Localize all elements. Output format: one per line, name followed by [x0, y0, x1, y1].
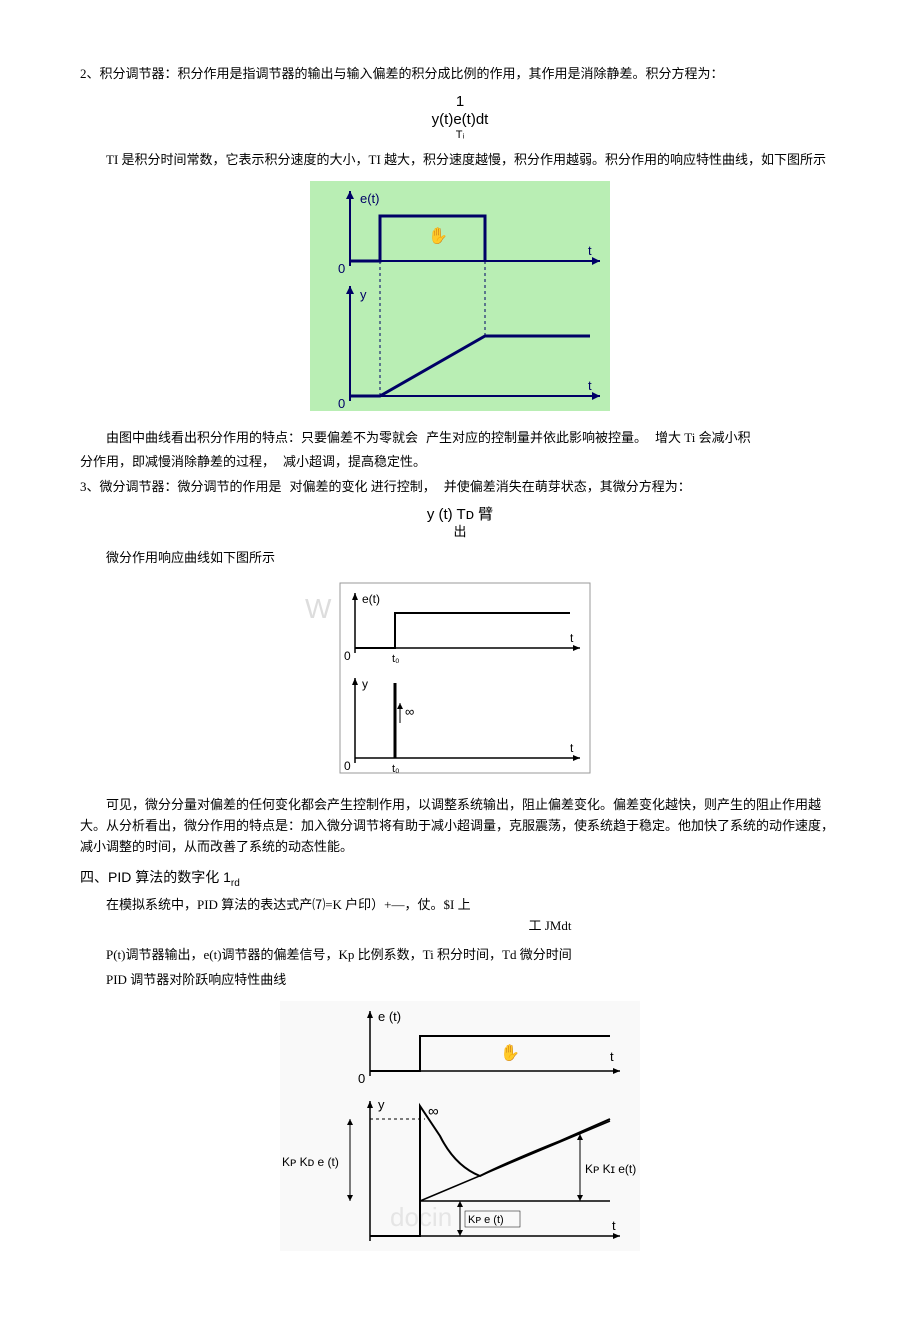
figure-pid-response: docin e (t) t 0 ✋ y t ∞ Kᴘ Kᴅ e (t) — [80, 1001, 840, 1258]
label-y: y — [360, 287, 367, 302]
label-e: e(t) — [360, 191, 380, 206]
label-o2b: 0 — [344, 759, 351, 773]
section4-title-text: 四、PID 算法的数字化 1 — [80, 869, 231, 885]
derivative-chart-svg: W .docin. e(t) t 0 t₀ y t 0 t₀ ∞ — [300, 578, 620, 778]
pid-label-y: y — [378, 1097, 385, 1112]
derivative-formula: y (t) Tᴅ 臂 出 — [80, 506, 840, 540]
deriv-formula-1: y (t) Tᴅ 臂 — [80, 506, 840, 524]
section4-line1: 在模拟系统中，PID 算法的表达式产⑺=K 户印）+—，仗。$I 上 — [80, 895, 840, 916]
watermark-left: W — [305, 593, 332, 624]
txt-2a: 由图中曲线看出积分作用的特点：只要偏差不为零就会 — [80, 428, 418, 449]
section4-title-sub: rd — [231, 877, 240, 888]
txt-3b: 对偏差的变化 进行控制， — [290, 477, 436, 498]
formula-main: y(t)e(t)dt — [80, 111, 840, 129]
label-y2: y — [362, 677, 368, 691]
txt-2d: 分作用，即减慢消除静差的过程， — [80, 452, 275, 473]
label-e2: e(t) — [362, 592, 380, 606]
deriv-formula-2: 出 — [80, 524, 840, 540]
pid-label-e: e (t) — [378, 1009, 401, 1024]
txt-2b: 产生对应的控制量并依此影响被控量。 — [426, 428, 647, 449]
section4-title: 四、PID 算法的数字化 1rd — [80, 866, 840, 892]
s4-l1a: 在模拟系统中，PID 算法的表达式产⑺=K 户印）+—，仗。$I 上 — [80, 895, 471, 916]
label-kpkd: Kᴘ Kᴅ e (t) — [282, 1155, 339, 1169]
integral-formula: 1 y(t)e(t)dt Tᵢ — [80, 93, 840, 142]
label-kp: Kᴘ e (t) — [468, 1214, 504, 1226]
label-o-top: 0 — [338, 261, 345, 276]
section3-after: 可见，微分分量对偏差的任何变化都会产生控制作用，以调整系统输出，阻止偏差变化。偏… — [80, 795, 840, 857]
pid-watermark: docin — [390, 1202, 452, 1232]
figure-derivative-response: W .docin. e(t) t 0 t₀ y t 0 t₀ ∞ — [80, 578, 840, 785]
label-t0b: t₀ — [392, 763, 400, 775]
integral-explain: TI 是积分时间常数，它表示积分速度的大小，TI 越大，积分速度越慢，积分作用越… — [80, 150, 840, 171]
chart-border — [340, 583, 590, 773]
label-kpki: Kᴘ Kɪ e(t) — [585, 1162, 636, 1176]
section3-line1: 3、微分调节器：微分调节的作用是 对偏差的变化 进行控制， 并使偏差消失在萌芽状… — [80, 477, 840, 498]
section2-title: 2、积分调节器：积分作用是指调节器的输出与输入偏差的积分成比例的作用，其作用是消… — [80, 64, 840, 85]
formula-denom: Tᵢ — [80, 129, 840, 142]
txt-2c: 增大 Ti 会减小积 — [655, 428, 751, 449]
label-o-bot: 0 — [338, 396, 345, 411]
figure-integral-response: e(t) t 0 ✋ y t 0 — [80, 181, 840, 418]
label-t-top: t — [588, 243, 592, 258]
pid-label-o: 0 — [358, 1071, 365, 1086]
label-t-bot: t — [588, 378, 592, 393]
txt-3a: 3、微分调节器：微分调节的作用是 — [80, 477, 282, 498]
integral-after-row2: 分作用，即减慢消除静差的过程， 减小超调，提高稳定性。 — [80, 452, 840, 473]
cursor-icon: ✋ — [428, 226, 448, 245]
section4-line2: P(t)调节器输出，e(t)调节器的偏差信号，Kp 比例系数，Ti 积分时间，T… — [80, 945, 840, 966]
pid-label-t: t — [610, 1049, 614, 1064]
integral-after-row1: 由图中曲线看出积分作用的特点：只要偏差不为零就会 产生对应的控制量并依此影响被控… — [80, 428, 840, 449]
formula-numerator: 1 — [80, 93, 840, 111]
pid-label-tb: t — [612, 1218, 616, 1233]
label-t0a: t₀ — [392, 653, 400, 665]
txt-2e: 减小超调，提高稳定性。 — [283, 452, 426, 473]
pid-label-inf: ∞ — [428, 1103, 439, 1120]
label-o2a: 0 — [344, 649, 351, 663]
section4-line3: PID 调节器对阶跃响应特性曲线 — [80, 970, 840, 991]
pid-chart-svg: docin e (t) t 0 ✋ y t ∞ Kᴘ Kᴅ e (t) — [280, 1001, 640, 1251]
s4-l1-right: 工 JMdt — [260, 916, 840, 937]
derivative-explain: 微分作用响应曲线如下图所示 — [80, 548, 840, 569]
pid-cursor-icon: ✋ — [500, 1043, 520, 1062]
label-inf2: ∞ — [405, 704, 414, 719]
txt-3c: 并使偏差消失在萌芽状态，其微分方程为： — [444, 477, 691, 498]
integral-chart-svg: e(t) t 0 ✋ y t 0 — [310, 181, 610, 411]
